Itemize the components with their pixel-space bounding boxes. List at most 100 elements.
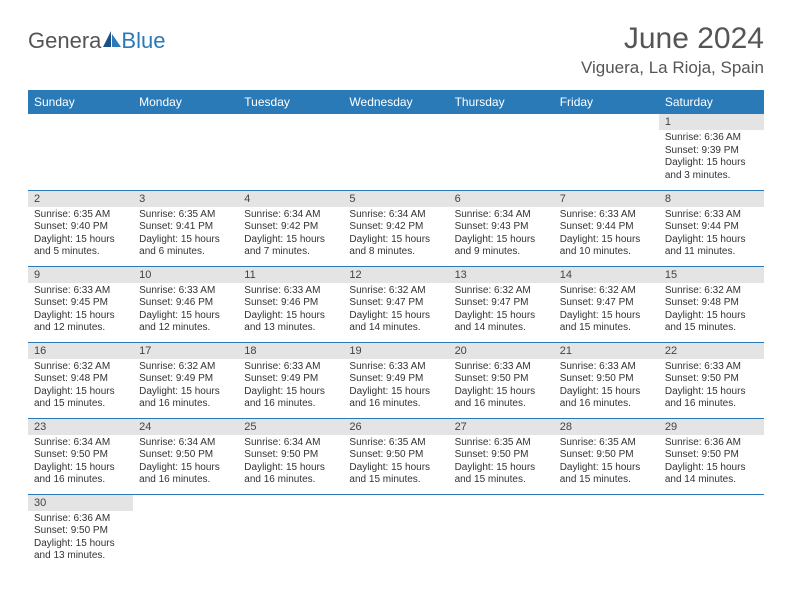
cell-body: Sunrise: 6:32 AMSunset: 9:48 PMDaylight:… [659,283,764,339]
header: Genera Blue June 2024 Viguera, La Rioja,… [28,22,764,78]
daylight-text: Daylight: 15 hours and 13 minutes. [244,310,337,335]
sunset-text: Sunset: 9:45 PM [34,297,127,310]
calendar-cell [238,114,343,190]
cell-body: Sunrise: 6:32 AMSunset: 9:47 PMDaylight:… [449,283,554,339]
day-header: Wednesday [343,90,448,114]
cell-body: Sunrise: 6:33 AMSunset: 9:49 PMDaylight:… [343,359,448,415]
sunset-text: Sunset: 9:46 PM [244,297,337,310]
calendar-cell [659,494,764,567]
calendar-row: 23Sunrise: 6:34 AMSunset: 9:50 PMDayligh… [28,418,764,494]
sunset-text: Sunset: 9:41 PM [139,221,232,234]
cell-body: Sunrise: 6:34 AMSunset: 9:50 PMDaylight:… [133,435,238,491]
day-number: 9 [28,267,133,283]
day-header: Monday [133,90,238,114]
calendar-cell: 2Sunrise: 6:35 AMSunset: 9:40 PMDaylight… [28,190,133,266]
day-number: 29 [659,419,764,435]
calendar-cell: 29 Sunrise: 6:36 AMSunset: 9:50 PMDayligh… [659,418,764,494]
cell-body: Sunrise: 6:34 AMSunset: 9:50 PMDaylight:… [238,435,343,491]
sunset-text: Sunset: 9:44 PM [665,221,758,234]
sunrise-text: Sunrise: 6:33 AM [665,209,758,222]
day-header: Friday [554,90,659,114]
day-number: 2 [28,191,133,207]
cell-body: Sunrise: 6:33 AMSunset: 9:50 PMDaylight:… [659,359,764,415]
cell-body: Sunrise: 6:33 AMSunset: 9:46 PMDaylight:… [238,283,343,339]
sunrise-text: Sunrise: 6:33 AM [34,285,127,298]
cell-body: Sunrise: 6:34 AMSunset: 9:50 PMDaylight:… [28,435,133,491]
daylight-text: Daylight: 15 hours and 15 minutes. [560,310,653,335]
daylight-text: Daylight: 15 hours and 14 minutes. [455,310,548,335]
cell-body: Sunrise: 6:34 AMSunset: 9:42 PMDaylight:… [238,207,343,263]
calendar-cell: 6Sunrise: 6:34 AMSunset: 9:43 PMDaylight… [449,190,554,266]
sunset-text: Sunset: 9:50 PM [244,449,337,462]
sunset-text: Sunset: 9:50 PM [665,449,758,462]
sunset-text: Sunset: 9:49 PM [139,373,232,386]
sunrise-text: Sunrise: 6:32 AM [665,285,758,298]
day-number: 7 [554,191,659,207]
cell-body: Sunrise: 6:35 AMSunset: 9:41 PMDaylight:… [133,207,238,263]
day-number: 25 [238,419,343,435]
calendar-cell [449,114,554,190]
calendar-cell: 30Sunrise: 6:36 AMSunset: 9:50 PMDayligh… [28,494,133,567]
sunrise-text: Sunrise: 6:33 AM [139,285,232,298]
logo-text-1: Genera [28,28,101,54]
cell-body: Sunrise: 6:33 AMSunset: 9:49 PMDaylight:… [238,359,343,415]
sunrise-text: Sunrise: 6:32 AM [560,285,653,298]
day-number: 24 [133,419,238,435]
sunrise-text: Sunrise: 6:32 AM [34,361,127,374]
sunrise-text: Sunrise: 6:34 AM [244,209,337,222]
daylight-text: Daylight: 15 hours and 12 minutes. [139,310,232,335]
sunset-text: Sunset: 9:47 PM [455,297,548,310]
day-number: 6 [449,191,554,207]
calendar-cell: 24Sunrise: 6:34 AMSunset: 9:50 PMDayligh… [133,418,238,494]
calendar-cell: 25Sunrise: 6:34 AMSunset: 9:50 PMDayligh… [238,418,343,494]
daylight-text: Daylight: 15 hours and 16 minutes. [665,386,758,411]
month-title: June 2024 [581,22,764,56]
calendar-cell [343,494,448,567]
calendar-cell: 26Sunrise: 6:35 AMSunset: 9:50 PMDayligh… [343,418,448,494]
daylight-text: Daylight: 15 hours and 16 minutes. [455,386,548,411]
sunset-text: Sunset: 9:50 PM [560,449,653,462]
day-header: Saturday [659,90,764,114]
daylight-text: Daylight: 15 hours and 14 minutes. [665,462,758,487]
calendar-cell: 1Sunrise: 6:36 AMSunset: 9:39 PMDaylight… [659,114,764,190]
calendar-row: 2Sunrise: 6:35 AMSunset: 9:40 PMDaylight… [28,190,764,266]
calendar-cell: 17Sunrise: 6:32 AMSunset: 9:49 PMDayligh… [133,342,238,418]
sunset-text: Sunset: 9:49 PM [244,373,337,386]
daylight-text: Daylight: 15 hours and 6 minutes. [139,234,232,259]
calendar-cell: 7Sunrise: 6:33 AMSunset: 9:44 PMDaylight… [554,190,659,266]
sunset-text: Sunset: 9:47 PM [560,297,653,310]
calendar-cell [28,114,133,190]
daylight-text: Daylight: 15 hours and 12 minutes. [34,310,127,335]
calendar-cell: 22Sunrise: 6:33 AMSunset: 9:50 PMDayligh… [659,342,764,418]
day-number: 30 [28,495,133,511]
calendar-cell [554,494,659,567]
daylight-text: Daylight: 15 hours and 11 minutes. [665,234,758,259]
calendar-cell: 9 Sunrise: 6:33 AMSunset: 9:45 PMDaylight… [28,266,133,342]
sunset-text: Sunset: 9:49 PM [349,373,442,386]
day-number: 11 [238,267,343,283]
sunset-text: Sunset: 9:46 PM [139,297,232,310]
calendar-row: 9Sunrise: 6:33 AMSunset: 9:45 PMDaylight… [28,266,764,342]
calendar-cell: 14 Sunrise: 6:32 AMSunset: 9:47 PMDayligh… [554,266,659,342]
day-number: 14 [554,267,659,283]
sunrise-text: Sunrise: 6:36 AM [665,437,758,450]
daylight-text: Daylight: 15 hours and 9 minutes. [455,234,548,259]
daylight-text: Daylight: 15 hours and 13 minutes. [34,538,127,563]
sunset-text: Sunset: 9:50 PM [665,373,758,386]
day-number: 17 [133,343,238,359]
daylight-text: Daylight: 15 hours and 16 minutes. [349,386,442,411]
cell-body: Sunrise: 6:36 AMSunset: 9:50 PMDaylight:… [28,511,133,567]
cell-body: Sunrise: 6:33 AMSunset: 9:50 PMDaylight:… [449,359,554,415]
daylight-text: Daylight: 15 hours and 15 minutes. [34,386,127,411]
day-number: 15 [659,267,764,283]
sunset-text: Sunset: 9:48 PM [665,297,758,310]
sunrise-text: Sunrise: 6:32 AM [455,285,548,298]
sunrise-text: Sunrise: 6:33 AM [560,209,653,222]
logo-sail-icon [101,29,123,54]
calendar-cell [238,494,343,567]
day-number: 18 [238,343,343,359]
cell-body: Sunrise: 6:34 AMSunset: 9:43 PMDaylight:… [449,207,554,263]
calendar-table: Sunday Monday Tuesday Wednesday Thursday… [28,90,764,567]
sunrise-text: Sunrise: 6:35 AM [455,437,548,450]
daylight-text: Daylight: 15 hours and 5 minutes. [34,234,127,259]
